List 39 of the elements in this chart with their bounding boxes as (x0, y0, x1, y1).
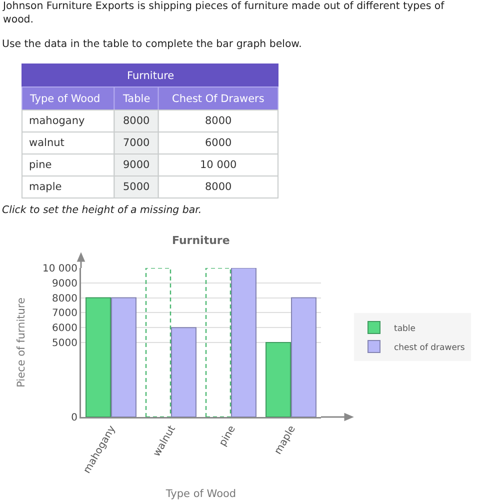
text: Johnson Furniture Exports is shipping pieces of furniture made out of different types of wood. (2, 1, 445, 26)
data-label: 8000 (205, 181, 232, 193)
text: Use the data in the table to complete the bar graph below. (2, 39, 302, 50)
bar (291, 297, 316, 417)
y-tick-label: 8000 (52, 293, 78, 304)
y-tick-label: 0 (71, 412, 78, 424)
y-tick-label: mahogany (29, 115, 85, 127)
data-label: 6000 (205, 137, 232, 149)
data-label: 9000 (123, 159, 150, 171)
data-label: 7000 (123, 137, 150, 149)
y-tick-label: 5000 (52, 338, 78, 349)
chart-title: Furniture (127, 70, 174, 82)
bar (86, 297, 111, 417)
data-label: 8000 (123, 115, 150, 127)
data-label: 10 000 (200, 159, 237, 171)
y-tick-label: pine (29, 159, 52, 171)
bar (111, 297, 136, 417)
bar (231, 268, 256, 417)
data-label: 5000 (123, 181, 150, 193)
data-label: 8000 (205, 115, 232, 127)
bar (145, 268, 172, 417)
bar (266, 342, 291, 417)
x-tick-label: Table (122, 93, 150, 105)
text: Click to set the height of a missing bar. (2, 205, 202, 216)
x-axis-title: Type of Wood (164, 488, 236, 500)
bar (205, 268, 232, 417)
y-tick-label: walnut (29, 137, 64, 149)
chart-title: Furniture (172, 234, 230, 247)
legend-label: chest of drawers (394, 342, 466, 353)
y-tick-label: 6000 (52, 323, 78, 334)
y-tick-label: 10 000 (42, 264, 78, 274)
y-tick-label: 7000 (52, 308, 78, 320)
y-axis-title: Piece of furniture (16, 298, 28, 388)
legend-label: table (394, 324, 416, 334)
y-tick-label: 9000 (52, 278, 78, 290)
bar (171, 327, 196, 417)
y-tick-label: maple (29, 181, 62, 193)
y-axis-title: Type of Wood (29, 93, 100, 105)
x-tick-label: Chest Of Drawers (172, 93, 264, 105)
